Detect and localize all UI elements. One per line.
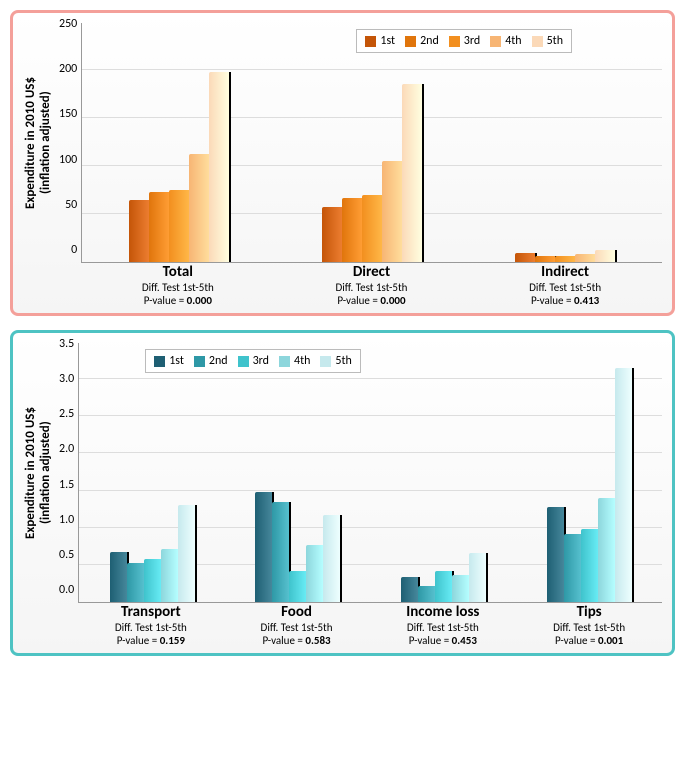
top-plot-area: 1st 2nd 3rd 4th 5th <box>81 23 662 263</box>
bar <box>598 498 615 602</box>
bar <box>469 553 486 602</box>
bottom-chart: Expenditure in 2010 US$(inflation adjust… <box>23 343 662 603</box>
bar <box>615 368 632 602</box>
legend-item: 4th <box>279 354 310 368</box>
legend-item: 3rd <box>449 34 480 48</box>
top-legend: 1st 2nd 3rd 4th 5th <box>356 29 572 53</box>
bar <box>289 571 306 602</box>
bar <box>362 195 382 262</box>
y-tick: 0 <box>59 243 77 257</box>
y-tick: 1.0 <box>59 513 74 527</box>
top-chart: Expenditure in 2010 US$(inflation adjust… <box>23 23 662 263</box>
bar <box>564 534 581 602</box>
legend-item: 2nd <box>194 354 228 368</box>
y-tick: 0.5 <box>59 548 74 562</box>
x-label: DirectDiff. Test 1st-5thP-value = 0.000 <box>336 263 408 307</box>
top-chart-panel: Expenditure in 2010 US$(inflation adjust… <box>10 10 675 316</box>
bar <box>322 207 342 262</box>
bar <box>169 190 189 262</box>
y-tick: 3.0 <box>59 372 74 386</box>
bottom-y-axis-label: Expenditure in 2010 US$(inflation adjust… <box>23 343 53 603</box>
bar <box>418 586 435 602</box>
x-label: TipsDiff. Test 1st-5thP-value = 0.001 <box>553 603 625 647</box>
legend-item: 3rd <box>238 354 269 368</box>
bar <box>535 256 555 262</box>
bar <box>515 253 535 262</box>
legend-item: 5th <box>320 354 351 368</box>
bar <box>255 492 272 602</box>
y-tick: 50 <box>59 198 77 212</box>
bar <box>127 563 144 602</box>
bar-group-direct <box>322 84 422 262</box>
y-tick: 2.5 <box>59 407 74 421</box>
legend-item: 1st <box>365 34 395 48</box>
y-tick: 1.5 <box>59 478 74 492</box>
bar <box>178 505 195 602</box>
bar <box>342 198 362 262</box>
x-label: FoodDiff. Test 1st-5thP-value = 0.583 <box>261 603 333 647</box>
bar-group-food <box>255 492 340 602</box>
y-tick: 150 <box>59 107 77 121</box>
y-tick: 2.0 <box>59 442 74 456</box>
bar <box>161 549 178 602</box>
legend-item: 4th <box>490 34 521 48</box>
bar <box>575 254 595 262</box>
legend-item: 1st <box>154 354 184 368</box>
bar <box>382 161 402 262</box>
bottom-legend: 1st 2nd 3rd 4th 5th <box>145 349 361 373</box>
bar <box>402 84 422 262</box>
bar <box>452 575 469 602</box>
y-tick: 0.0 <box>59 583 74 597</box>
y-tick: 250 <box>59 17 77 31</box>
bar-group-transport <box>110 505 195 602</box>
bar-group-income-loss <box>401 553 486 602</box>
bar-group-total <box>129 72 229 262</box>
y-tick: 200 <box>59 62 77 76</box>
bar <box>144 559 161 602</box>
top-x-labels: TotalDiff. Test 1st-5thP-value = 0.000 Di… <box>81 263 662 307</box>
bar <box>323 515 340 602</box>
bar <box>401 577 418 602</box>
bar <box>306 545 323 602</box>
bottom-x-labels: TransportDiff. Test 1st-5thP-value = 0.1… <box>78 603 662 647</box>
bar <box>272 502 289 602</box>
y-tick: 100 <box>59 153 77 167</box>
bar <box>189 154 209 262</box>
x-label: TotalDiff. Test 1st-5thP-value = 0.000 <box>142 263 214 307</box>
bottom-chart-panel: Expenditure in 2010 US$(inflation adjust… <box>10 330 675 656</box>
bar <box>435 571 452 602</box>
bar <box>547 507 564 602</box>
bar-group-indirect <box>515 250 615 262</box>
top-y-ticks: 250 200 150 100 50 0 <box>59 17 81 257</box>
legend-item: 2nd <box>405 34 439 48</box>
x-label: Income lossDiff. Test 1st-5thP-value = 0… <box>406 603 479 647</box>
bar-group-tips <box>547 368 632 602</box>
bar <box>149 192 169 262</box>
bar <box>129 200 149 262</box>
bar <box>555 256 575 262</box>
bar <box>581 529 598 602</box>
bar <box>110 552 127 602</box>
bar <box>209 72 229 262</box>
y-tick: 3.5 <box>59 337 74 351</box>
bar <box>595 250 615 262</box>
x-label: IndirectDiff. Test 1st-5thP-value = 0.41… <box>529 263 601 307</box>
top-y-axis-label: Expenditure in 2010 US$(inflation adjust… <box>23 23 53 263</box>
legend-item: 5th <box>532 34 563 48</box>
bottom-y-ticks: 3.5 3.0 2.5 2.0 1.5 1.0 0.5 0.0 <box>59 337 78 597</box>
x-label: TransportDiff. Test 1st-5thP-value = 0.1… <box>115 603 187 647</box>
bottom-plot-area: 1st 2nd 3rd 4th 5th <box>78 343 662 603</box>
